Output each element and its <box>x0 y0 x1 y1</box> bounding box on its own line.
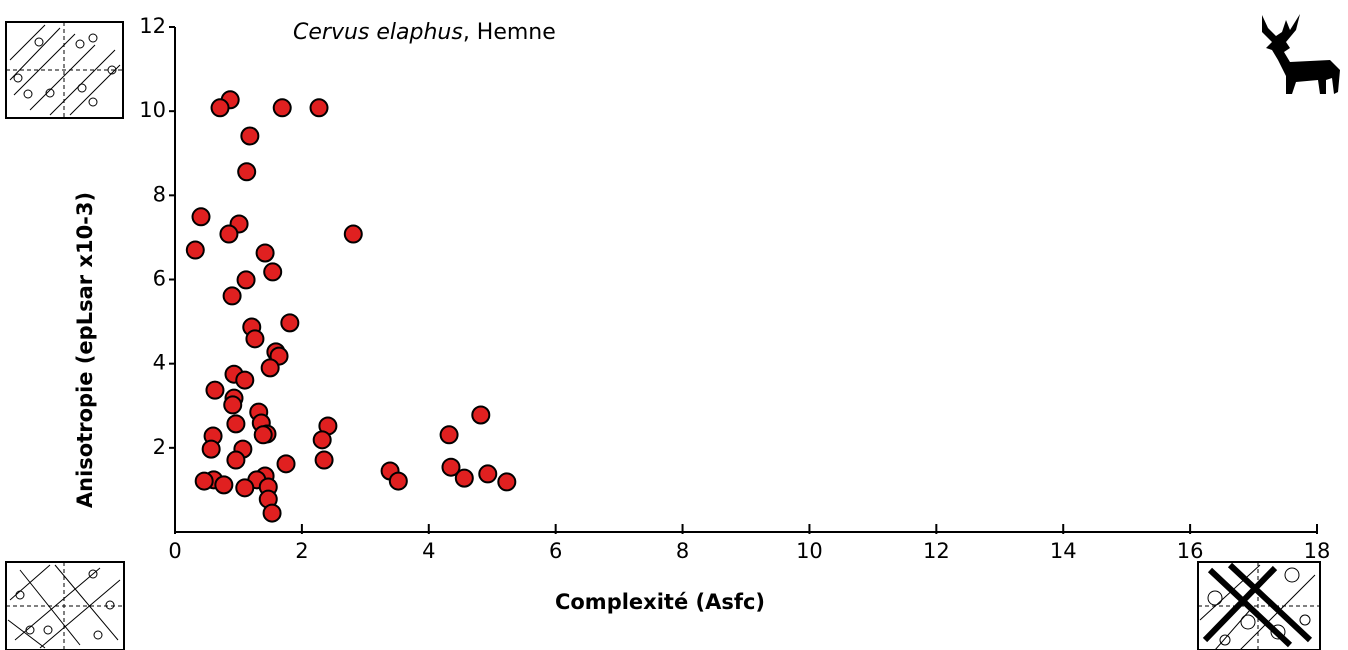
point <box>219 224 239 244</box>
point <box>388 471 408 491</box>
point <box>235 370 255 390</box>
x-tick-label: 6 <box>549 539 562 563</box>
point <box>478 464 498 484</box>
point <box>260 358 280 378</box>
y-tick-label: 2 <box>153 435 166 459</box>
point <box>272 98 292 118</box>
point <box>497 472 517 492</box>
point <box>343 224 363 244</box>
y-tick-label: 4 <box>153 351 166 375</box>
point <box>226 414 246 434</box>
point <box>471 405 491 425</box>
title-site: , Hemne <box>463 20 556 45</box>
point <box>237 162 257 182</box>
point <box>441 457 461 477</box>
point <box>276 454 296 474</box>
x-tick-label: 8 <box>676 539 689 563</box>
y-axis-label: Anisotropie (epLsar x10-3) <box>73 192 97 508</box>
point <box>205 380 225 400</box>
point <box>191 207 211 227</box>
point <box>454 468 474 488</box>
icon-bottom-left <box>5 561 125 650</box>
x-axis-label: Complexité (Asfc) <box>555 590 765 614</box>
title-species: Cervus elaphus <box>293 20 463 45</box>
y-tick-label: 8 <box>153 182 166 206</box>
point <box>194 471 214 491</box>
point <box>222 286 242 306</box>
y-tick-label: 12 <box>139 14 166 38</box>
point <box>280 313 300 333</box>
point <box>263 262 283 282</box>
x-tick-label: 10 <box>796 539 823 563</box>
deer-silhouette <box>1262 14 1340 94</box>
x-tick-label: 2 <box>295 539 308 563</box>
x-tick-label: 0 <box>168 539 181 563</box>
point <box>226 450 246 470</box>
point <box>214 475 234 495</box>
y-tick-label: 10 <box>139 98 166 122</box>
point <box>262 503 282 523</box>
point <box>240 126 260 146</box>
point <box>235 478 255 498</box>
point <box>312 430 332 450</box>
point <box>253 425 273 445</box>
point <box>236 270 256 290</box>
point <box>185 240 205 260</box>
point <box>201 439 221 459</box>
x-tick-label: 12 <box>923 539 950 563</box>
point <box>245 329 265 349</box>
point <box>309 98 329 118</box>
y-tick-label: 6 <box>153 267 166 291</box>
point <box>314 450 334 470</box>
point <box>210 98 230 118</box>
point <box>255 243 275 263</box>
point <box>439 425 459 445</box>
x-tick-label: 16 <box>1177 539 1204 563</box>
x-tick-label: 14 <box>1050 539 1077 563</box>
x-tick-label: 18 <box>1304 539 1331 563</box>
icon-bottom-right <box>1197 561 1321 650</box>
icon-top-left <box>5 21 124 119</box>
point <box>223 395 243 415</box>
x-tick-label: 4 <box>422 539 435 563</box>
chart-title: Cervus elaphus, Hemne <box>293 20 556 45</box>
